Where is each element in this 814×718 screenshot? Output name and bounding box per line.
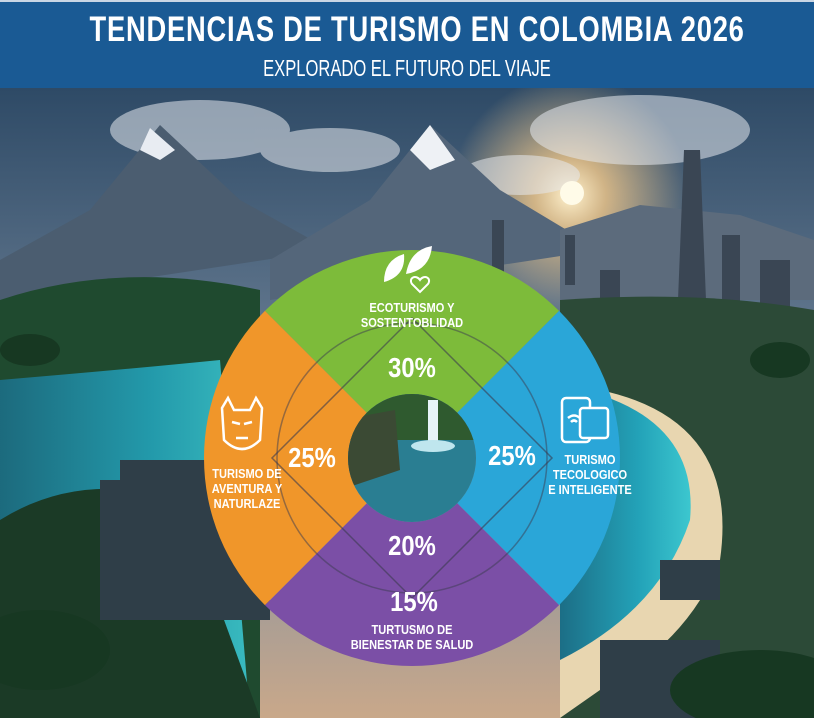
label-line: SOSTENTOBLIDAD <box>360 315 464 330</box>
palm-trees <box>0 334 814 718</box>
donut-chart <box>204 250 620 666</box>
phone-tablet-icon <box>560 396 610 444</box>
label-line: TURISMO <box>564 452 616 467</box>
segment-ecoturismo <box>264 250 560 413</box>
leaves-heart-icon <box>384 246 432 294</box>
label-line: BIENESTAR DE SALUD <box>350 637 474 652</box>
label-line: TECOLOGICO <box>552 467 628 482</box>
segment-tecnologico <box>457 310 620 606</box>
label-line: TURISMO DE <box>212 466 282 481</box>
label-line: E INTELIGENTE <box>548 482 632 497</box>
value-label-bienestar: 15% <box>390 586 438 617</box>
page-subtitle: EXPLORADO EL FUTURO DEL VIAJE <box>263 55 551 81</box>
segment-aventura <box>204 310 367 606</box>
landscape-illustration <box>0 88 814 718</box>
page-title: TENDENCIAS DE TURISMO EN COLOMBIA 2026 <box>89 10 745 49</box>
value-label-tecnologico: 25% <box>488 440 536 471</box>
mountains <box>0 125 814 300</box>
tribal-mask-icon <box>220 395 264 451</box>
inner-value-label-bienestar: 20% <box>388 530 436 561</box>
segment-label-bienestar: TURTUSMO DE BIENESTAR DE SALUD <box>336 622 489 652</box>
label-line: NATURLAZE <box>213 496 281 511</box>
inner-ring-line <box>270 316 554 600</box>
label-line: ECOTURISMO Y <box>369 300 455 315</box>
label-line: AVENTURA Y <box>211 481 283 496</box>
sun <box>560 181 584 205</box>
label-line: TURTUSMO DE <box>371 622 453 637</box>
clouds <box>110 95 750 195</box>
segment-label-ecoturismo: ECOTURISMO Y SOSTENTOBLIDAD <box>336 300 489 330</box>
segment-bienestar <box>264 503 560 666</box>
segment-label-tecnologico: TURISMO TECOLOGICO E INTELIGENTE <box>539 452 641 497</box>
center-waterfall-image <box>348 394 476 522</box>
value-label-ecoturismo: 30% <box>388 352 436 383</box>
segment-label-aventura: TURISMO DE AVENTURA Y NATURLAZE <box>200 466 294 511</box>
value-label-aventura: 25% <box>288 442 336 473</box>
header-banner: TENDENCIAS DE TURISMO EN COLOMBIA 2026 E… <box>0 0 814 88</box>
